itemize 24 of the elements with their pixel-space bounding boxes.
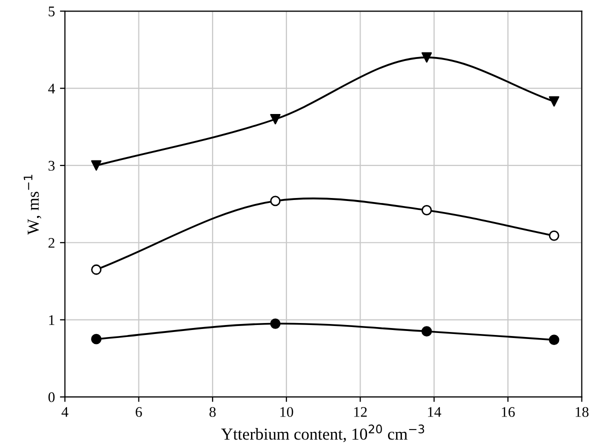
point <box>91 334 102 344</box>
y-tick-label: 4 <box>48 84 55 94</box>
point <box>422 326 432 337</box>
x-tick-label: 14 <box>428 407 442 417</box>
point <box>422 52 432 63</box>
x-tick-label: 16 <box>502 407 515 417</box>
y-tick-label: 1 <box>49 315 54 325</box>
point <box>548 96 560 107</box>
point <box>91 160 102 171</box>
x-axis-title: Ytterbium content, 10$^{20}$ cm$^{−3}$ <box>221 424 424 442</box>
y-tick-label: 3 <box>48 160 55 171</box>
x-tick-label: 6 <box>136 407 142 417</box>
x-tick-label: 4 <box>62 407 68 417</box>
y-axis-title: W, ms$^{−1}$ <box>24 174 42 235</box>
x-tick-label: 8 <box>209 407 216 417</box>
point <box>548 334 560 346</box>
y-tick-label: 0 <box>48 392 55 402</box>
point <box>270 318 281 329</box>
y-tick-label: 5 <box>48 6 55 16</box>
x-tick-label: 10 <box>280 407 294 417</box>
x-tick-label: 12 <box>354 407 367 417</box>
y-tick-label: 2 <box>48 238 54 248</box>
point <box>270 114 281 124</box>
x-tick-label: 18 <box>576 407 589 417</box>
